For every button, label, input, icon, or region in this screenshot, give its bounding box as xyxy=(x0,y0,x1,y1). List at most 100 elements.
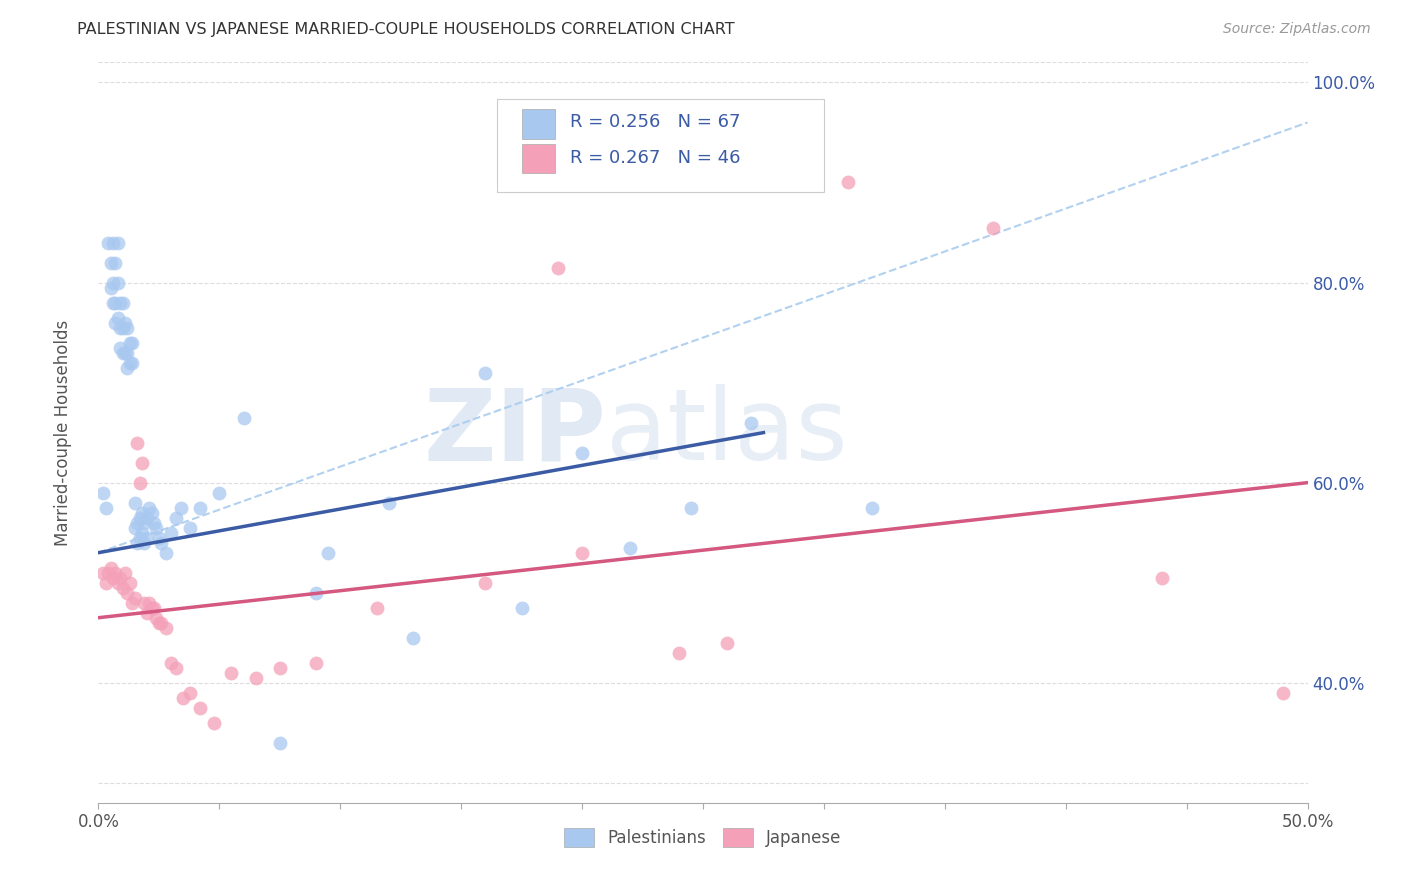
Point xyxy=(155,621,177,635)
Point xyxy=(145,610,167,624)
Point xyxy=(860,500,883,515)
Point xyxy=(131,525,153,540)
Point xyxy=(547,260,569,275)
Point xyxy=(117,585,139,599)
Point xyxy=(124,591,146,605)
Text: PALESTINIAN VS JAPANESE MARRIED-COUPLE HOUSEHOLDS CORRELATION CHART: PALESTINIAN VS JAPANESE MARRIED-COUPLE H… xyxy=(77,22,735,37)
Point xyxy=(232,410,254,425)
Point xyxy=(571,445,593,459)
Point xyxy=(269,661,291,675)
Point xyxy=(111,345,134,359)
Point xyxy=(107,235,129,250)
Point xyxy=(91,485,114,500)
Point xyxy=(245,671,267,685)
Point xyxy=(150,615,173,630)
Point xyxy=(118,355,141,369)
Point xyxy=(104,316,127,330)
Point xyxy=(305,656,328,670)
Point xyxy=(474,575,496,590)
Point xyxy=(679,500,702,515)
Point xyxy=(135,531,157,545)
Point xyxy=(160,656,183,670)
Point xyxy=(118,335,141,350)
Point xyxy=(114,566,136,580)
Point xyxy=(104,255,127,269)
Point xyxy=(101,571,124,585)
Point xyxy=(131,456,153,470)
Point xyxy=(179,686,201,700)
Point xyxy=(117,320,139,334)
Point xyxy=(108,341,131,355)
Point xyxy=(94,500,117,515)
Point xyxy=(131,506,153,520)
Point xyxy=(134,596,156,610)
Point xyxy=(124,521,146,535)
Point xyxy=(101,276,124,290)
Point xyxy=(981,220,1004,235)
Text: R = 0.256   N = 67: R = 0.256 N = 67 xyxy=(569,113,741,131)
Point xyxy=(97,566,120,580)
Y-axis label: Married-couple Households: Married-couple Households xyxy=(53,319,72,546)
Point xyxy=(101,295,124,310)
Point xyxy=(204,715,226,730)
Point xyxy=(118,575,141,590)
Point xyxy=(128,531,150,545)
Point xyxy=(165,510,187,524)
Point xyxy=(91,566,114,580)
Point xyxy=(188,500,211,515)
Legend: Palestinians, Japanese: Palestinians, Japanese xyxy=(558,822,848,854)
Point xyxy=(179,521,201,535)
Point xyxy=(121,335,143,350)
Point xyxy=(165,661,187,675)
Point xyxy=(155,546,177,560)
Point xyxy=(127,435,149,450)
Point xyxy=(100,560,122,574)
Point xyxy=(316,546,339,560)
Point xyxy=(571,546,593,560)
Point xyxy=(107,310,129,325)
Point xyxy=(104,566,127,580)
Point xyxy=(107,276,129,290)
Point xyxy=(124,496,146,510)
Point xyxy=(221,665,243,680)
Point xyxy=(100,280,122,294)
Point xyxy=(104,295,127,310)
Point xyxy=(107,575,129,590)
Point xyxy=(111,581,134,595)
Text: R = 0.267   N = 46: R = 0.267 N = 46 xyxy=(569,149,741,167)
Point xyxy=(208,485,231,500)
Point xyxy=(100,255,122,269)
Point xyxy=(150,535,173,549)
Point xyxy=(740,416,762,430)
Point xyxy=(1272,686,1295,700)
Point xyxy=(117,360,139,375)
Point xyxy=(169,500,191,515)
Point xyxy=(188,700,211,714)
Point xyxy=(172,690,194,705)
Point xyxy=(837,176,859,190)
Point xyxy=(114,316,136,330)
Point xyxy=(108,320,131,334)
Point xyxy=(117,345,139,359)
Point xyxy=(134,535,156,549)
Point xyxy=(97,235,120,250)
Point xyxy=(94,575,117,590)
Point xyxy=(305,585,328,599)
Point xyxy=(141,600,163,615)
Point xyxy=(101,235,124,250)
Point xyxy=(128,475,150,490)
Point xyxy=(111,320,134,334)
Point xyxy=(127,535,149,549)
Point xyxy=(510,600,533,615)
Text: ZIP: ZIP xyxy=(423,384,606,481)
Point xyxy=(148,615,170,630)
Text: atlas: atlas xyxy=(606,384,848,481)
Point xyxy=(141,506,163,520)
Point xyxy=(134,516,156,530)
Point xyxy=(135,510,157,524)
Point xyxy=(111,295,134,310)
Point xyxy=(138,596,160,610)
Point xyxy=(127,516,149,530)
Point xyxy=(619,541,641,555)
Point xyxy=(121,596,143,610)
